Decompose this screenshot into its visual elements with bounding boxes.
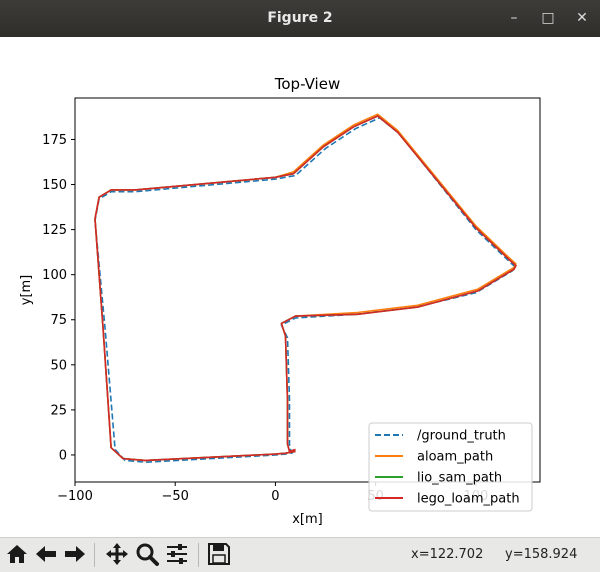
- legend-label: aloam_path: [417, 450, 493, 465]
- y-tick-label: 25: [50, 403, 67, 418]
- legend-label: /ground_truth: [417, 429, 506, 444]
- series-line-lio-sam-path: [94, 115, 517, 462]
- toolbar-separator: [94, 543, 95, 567]
- chart-title: Top-View: [274, 75, 340, 93]
- x-tick-label: −50: [161, 489, 188, 504]
- y-tick-label: 125: [42, 223, 67, 238]
- x-tick-label: 0: [271, 489, 279, 504]
- y-tick-label: 75: [50, 313, 67, 328]
- x-tick-label: −100: [57, 489, 93, 504]
- navigation-toolbar: x=122.702 y=158.924: [0, 537, 600, 572]
- legend-box: [368, 422, 533, 512]
- minimize-icon[interactable]: –: [510, 10, 518, 26]
- close-icon[interactable]: ✕: [576, 10, 588, 26]
- chart-svg: Top-View −100−50050100025507510012515017…: [19, 75, 541, 527]
- back-icon[interactable]: [33, 541, 59, 567]
- series-line-ground-truth: [94, 117, 517, 463]
- pan-icon[interactable]: [104, 541, 130, 567]
- figure-canvas[interactable]: Top-View −100−50050100025507510012515017…: [0, 37, 600, 537]
- zoom-icon[interactable]: [134, 541, 160, 567]
- x-coordinate-readout: x=122.702: [411, 547, 484, 562]
- toolbar-separator: [198, 543, 199, 567]
- x-axis-label: x[m]: [292, 512, 323, 527]
- window-titlebar: Figure 2 – □ ✕: [0, 0, 600, 37]
- y-tick-label: 100: [42, 268, 67, 283]
- y-tick-label: 175: [42, 133, 67, 148]
- plot-frame: [74, 97, 541, 483]
- y-tick-label: 0: [59, 448, 67, 463]
- legend-label: lego_loam_path: [417, 492, 520, 507]
- configure-subplots-icon[interactable]: [164, 541, 190, 567]
- window-title: Figure 2: [267, 10, 333, 26]
- forward-icon[interactable]: [62, 541, 88, 567]
- legend: /ground_truth aloam_path lio_sam_path lego_…: [368, 422, 533, 512]
- y-tick-label: 150: [42, 178, 67, 193]
- y-axis-label: y[m]: [19, 275, 34, 306]
- legend-label: lio_sam_path: [417, 471, 502, 486]
- save-icon[interactable]: [206, 541, 232, 567]
- y-tick-label: 50: [50, 358, 67, 373]
- series-line-lego-loam-path: [94, 115, 517, 462]
- home-icon[interactable]: [4, 541, 30, 567]
- y-coordinate-readout: y=158.924: [505, 547, 578, 562]
- maximize-icon[interactable]: □: [541, 10, 555, 26]
